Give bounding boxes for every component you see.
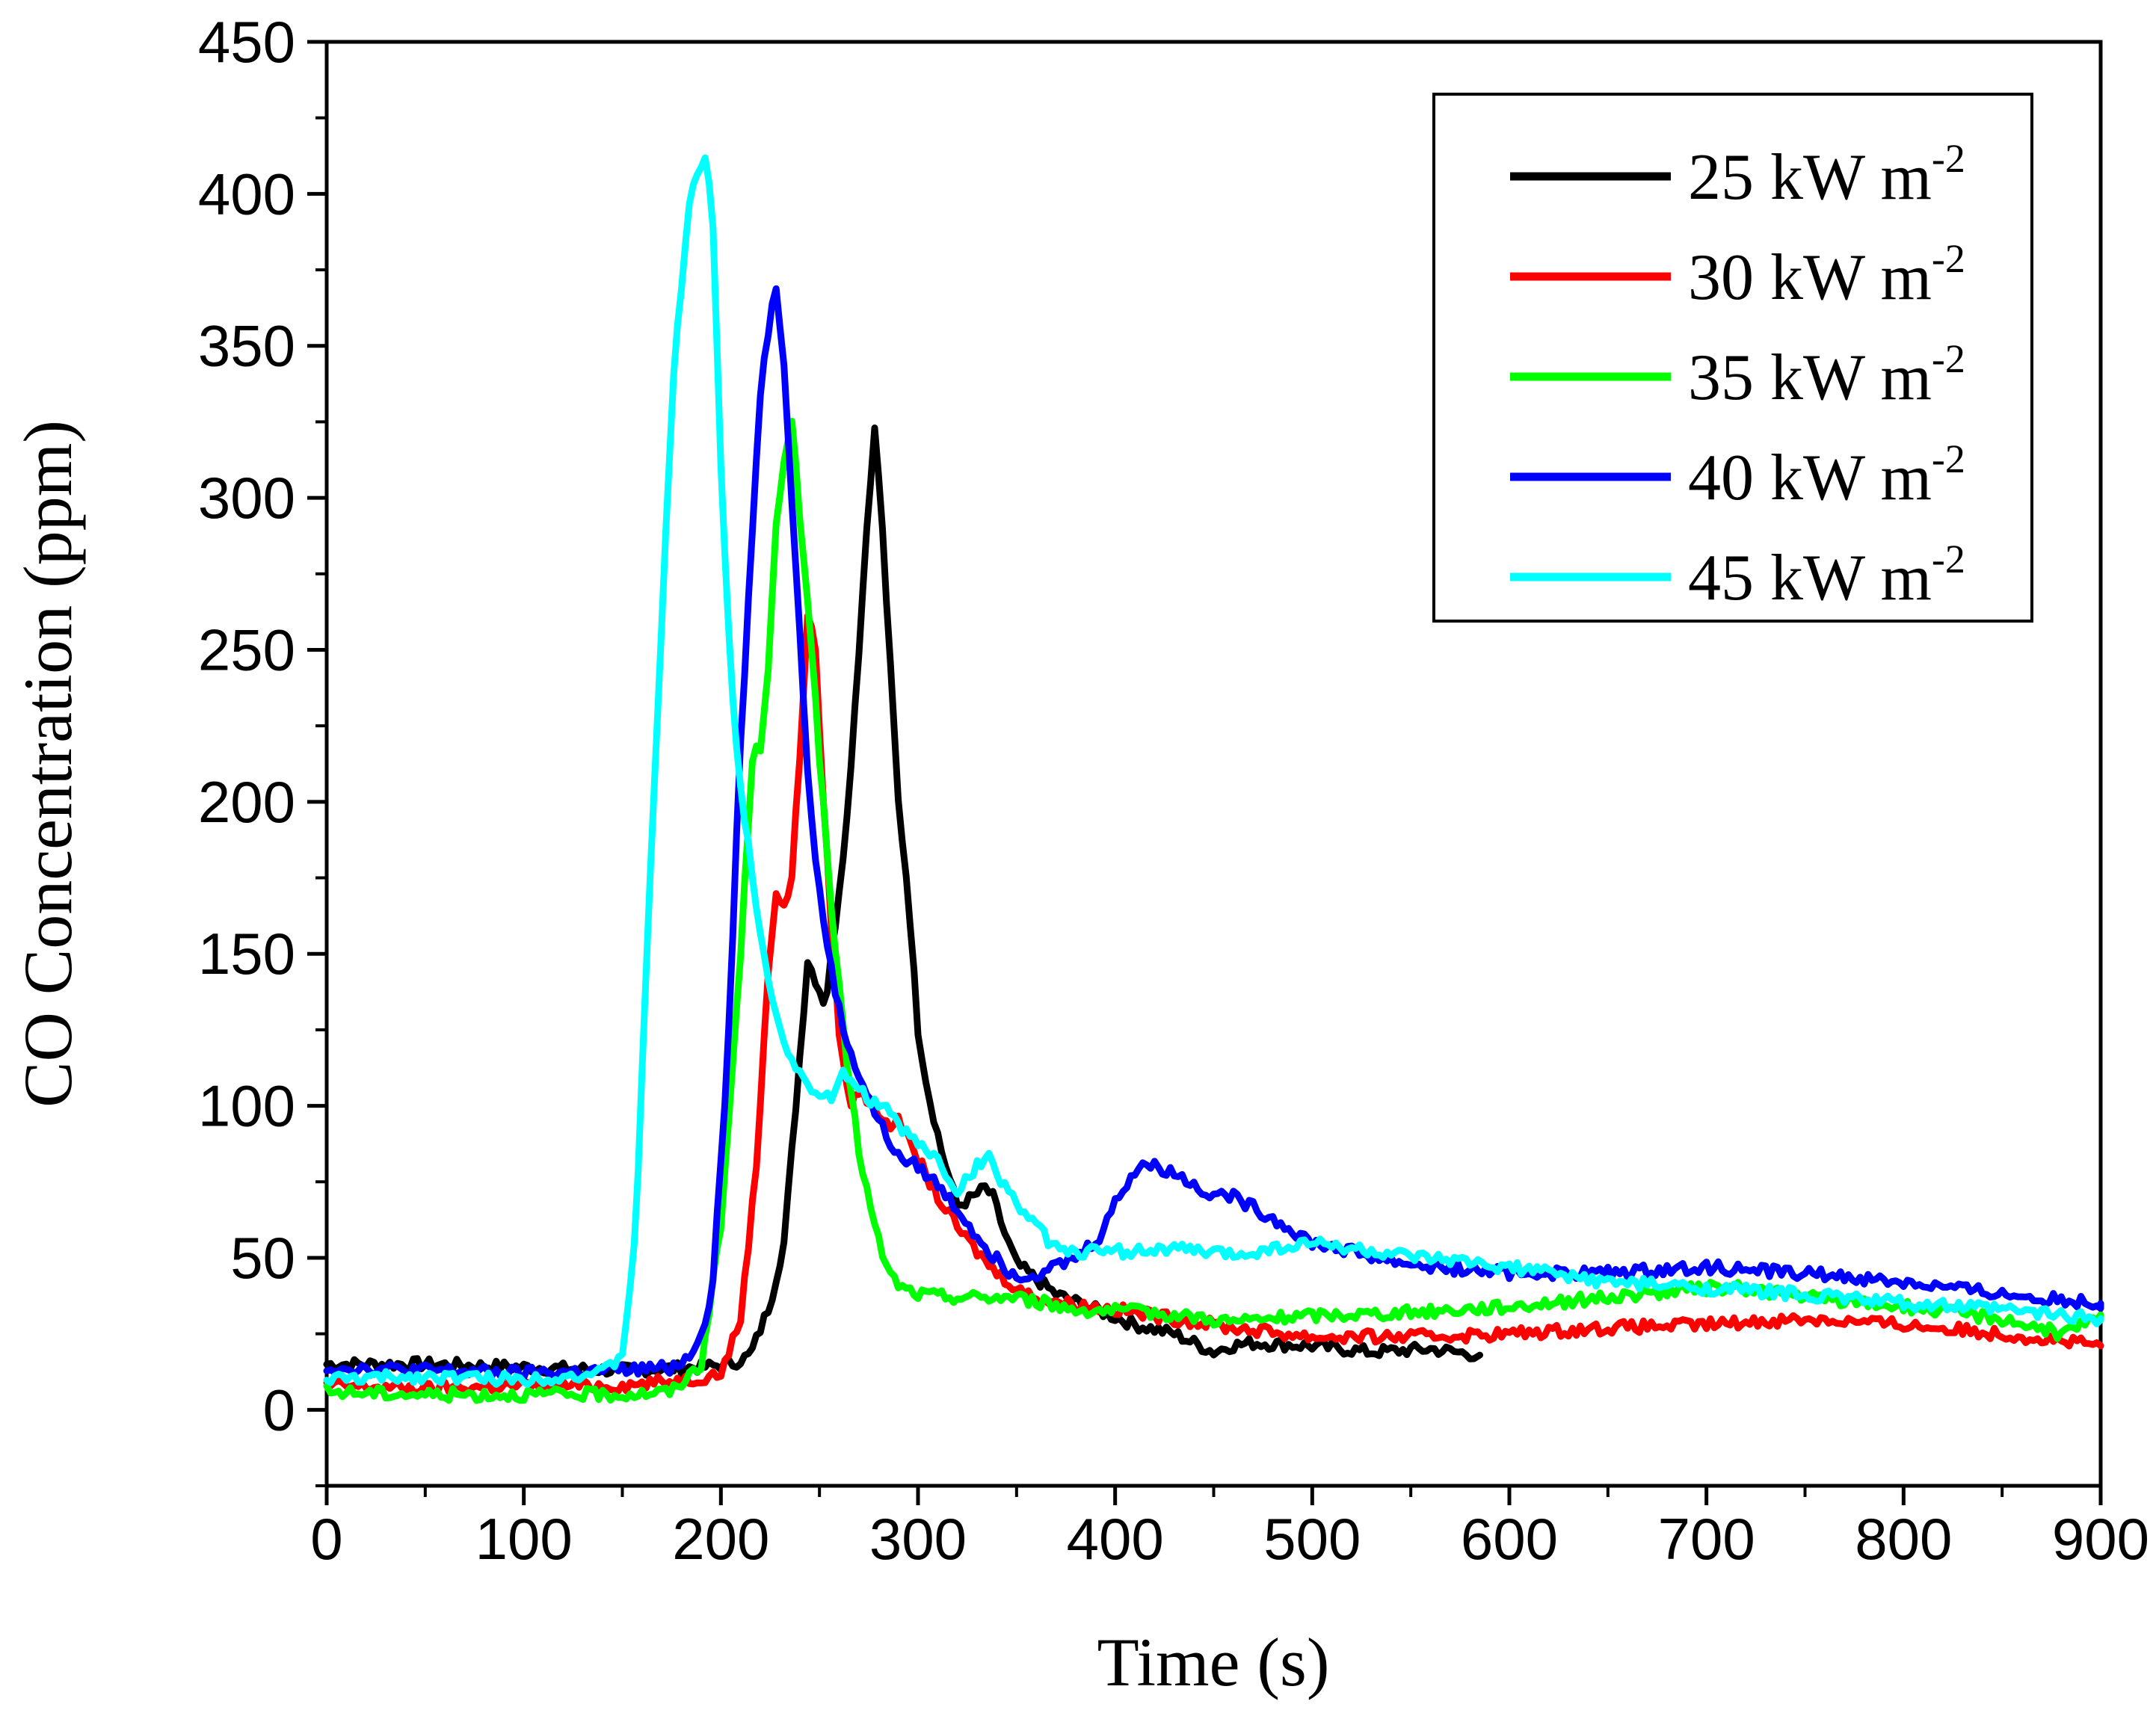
series-line-40: [323, 285, 2104, 1381]
x-tick-label: 900: [2052, 1506, 2149, 1572]
x-tick-label: 200: [672, 1506, 769, 1572]
x-tick-label: 500: [1263, 1506, 1361, 1572]
y-tick-label: 400: [198, 161, 295, 226]
y-tick-label: 250: [198, 617, 295, 682]
x-tick-label: 700: [1658, 1506, 1755, 1572]
x-tick-label: 300: [869, 1506, 967, 1572]
y-tick-label: 50: [230, 1225, 295, 1291]
y-tick-label: 350: [198, 313, 295, 379]
x-axis-title: Time (s): [1097, 1624, 1330, 1700]
plot-series: [323, 154, 2104, 1404]
x-tick-label: 600: [1461, 1506, 1558, 1572]
y-tick-label: 300: [198, 465, 295, 531]
y-tick-label: 0: [263, 1377, 295, 1442]
legend-box: [1432, 93, 2033, 623]
y-axis-title: CO Concentration (ppm): [10, 420, 86, 1108]
y-tick-label: 150: [198, 921, 295, 987]
legend-label: 40 kW m-2: [1688, 436, 1965, 514]
legend-label: 35 kW m-2: [1688, 336, 1965, 414]
legend-items: 25 kW m-2 30 kW m-2 35 kW m-2 40 kW m-2 45 k…: [1510, 136, 1965, 614]
series-line-45: [323, 154, 2104, 1389]
x-tick-label: 800: [1855, 1506, 1952, 1572]
legend-label: 45 kW m-2: [1688, 537, 1965, 614]
y-tick-label: 100: [198, 1073, 295, 1139]
axes: 0 100 200 300 400 500 600 700 800 900 0 50 100 150 200…: [198, 9, 2149, 1572]
legend: 25 kW m-2 30 kW m-2 35 kW m-2 40 kW m-2 45 k…: [1432, 93, 2033, 623]
x-tick-label: 100: [475, 1506, 573, 1572]
x-tick-label: 0: [310, 1506, 342, 1572]
legend-label: 30 kW m-2: [1688, 236, 1965, 314]
y-tick-label: 450: [198, 9, 295, 75]
y-tick-label: 200: [198, 769, 295, 835]
legend-label: 25 kW m-2: [1688, 136, 1965, 214]
x-tick-label: 400: [1067, 1506, 1164, 1572]
